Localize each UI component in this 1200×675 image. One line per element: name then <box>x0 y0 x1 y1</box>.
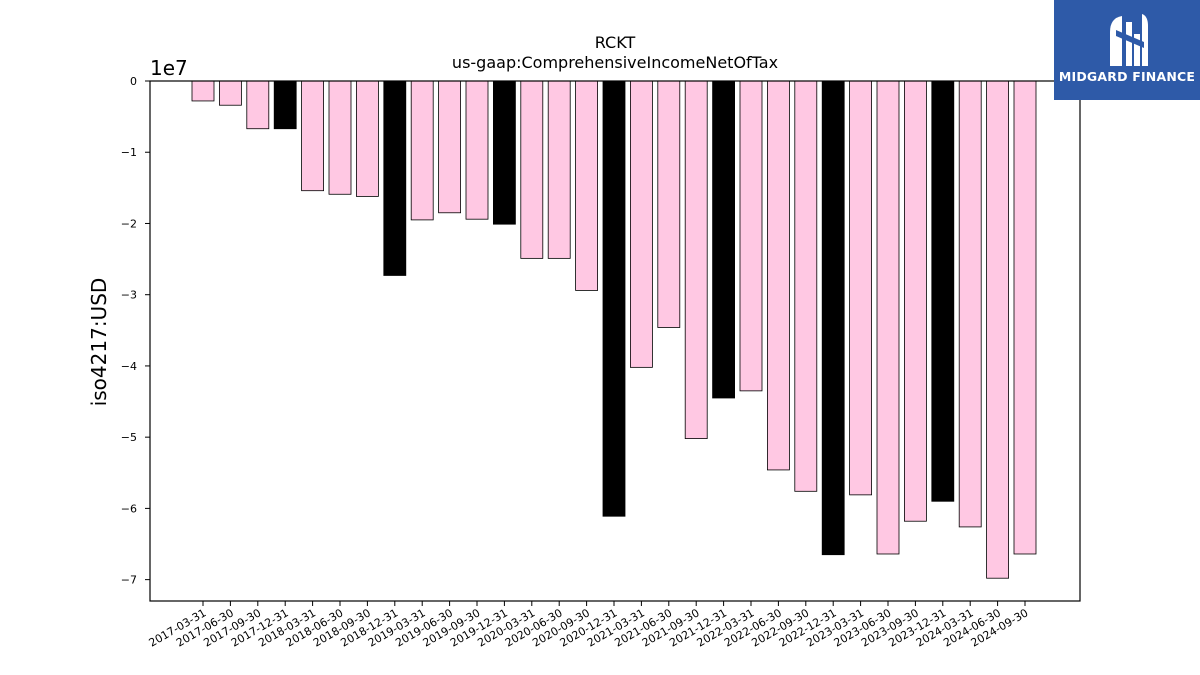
bar-2019-06-30 <box>438 80 462 214</box>
bar-2017-12-31 <box>273 80 297 130</box>
bar-2020-03-31 <box>520 80 544 259</box>
y-tick-label: −6 <box>121 502 137 515</box>
bars-group <box>191 80 1037 579</box>
bar-2022-12-31 <box>821 80 845 556</box>
bar-2018-06-30 <box>328 80 352 195</box>
ticks-group: 2017-03-312017-06-302017-09-302017-12-31… <box>121 75 1031 650</box>
chart-subtitle: us-gaap:ComprehensiveIncomeNetOfTax <box>452 53 778 72</box>
bar-2019-09-30 <box>465 80 489 220</box>
bar-2017-06-30 <box>218 80 242 106</box>
bar-2018-12-31 <box>383 80 407 276</box>
brand-logo: MIDGARD FINANCE <box>1054 0 1200 100</box>
bar-2018-03-31 <box>301 80 325 192</box>
bar-2018-09-30 <box>355 80 379 197</box>
bar-2019-12-31 <box>492 80 516 225</box>
y-axis-label: iso4217:USD <box>87 278 111 407</box>
brand-name: MIDGARD FINANCE <box>1058 69 1196 84</box>
y-offset-label: 1e7 <box>150 56 188 80</box>
bar-2019-03-31 <box>410 80 434 221</box>
bar-2021-12-31 <box>712 80 735 399</box>
bar-2023-06-30 <box>876 80 900 555</box>
y-tick-label: −1 <box>121 146 137 159</box>
bar-2024-09-30 <box>1013 80 1037 555</box>
bar-2021-09-30 <box>684 80 708 439</box>
bar-2020-06-30 <box>547 80 571 259</box>
bar-2024-06-30 <box>986 80 1009 579</box>
bar-2017-03-31 <box>191 80 215 102</box>
bar-2023-12-31 <box>931 80 955 502</box>
chart-title: RCKT <box>595 33 636 52</box>
y-tick-label: −3 <box>121 289 137 302</box>
bar-2020-12-31 <box>602 80 626 517</box>
mh-monogram-icon <box>1110 14 1148 66</box>
plot-frame <box>149 80 1081 602</box>
bar-2020-09-30 <box>575 80 598 291</box>
bar-2023-09-30 <box>904 80 927 522</box>
bar-2022-06-30 <box>767 80 790 471</box>
bar-2022-09-30 <box>794 80 818 492</box>
bar-2023-03-31 <box>849 80 872 496</box>
bar-2024-03-31 <box>958 80 982 528</box>
y-tick-label: 0 <box>130 75 137 88</box>
y-tick-label: −2 <box>121 217 137 230</box>
y-tick-label: −7 <box>121 574 137 587</box>
bar-2021-03-31 <box>630 80 653 368</box>
y-tick-label: −5 <box>121 431 137 444</box>
y-tick-label: −4 <box>121 360 137 373</box>
bar-2017-09-30 <box>246 80 270 130</box>
bar-2022-03-31 <box>739 80 763 392</box>
bar-2021-06-30 <box>657 80 681 328</box>
